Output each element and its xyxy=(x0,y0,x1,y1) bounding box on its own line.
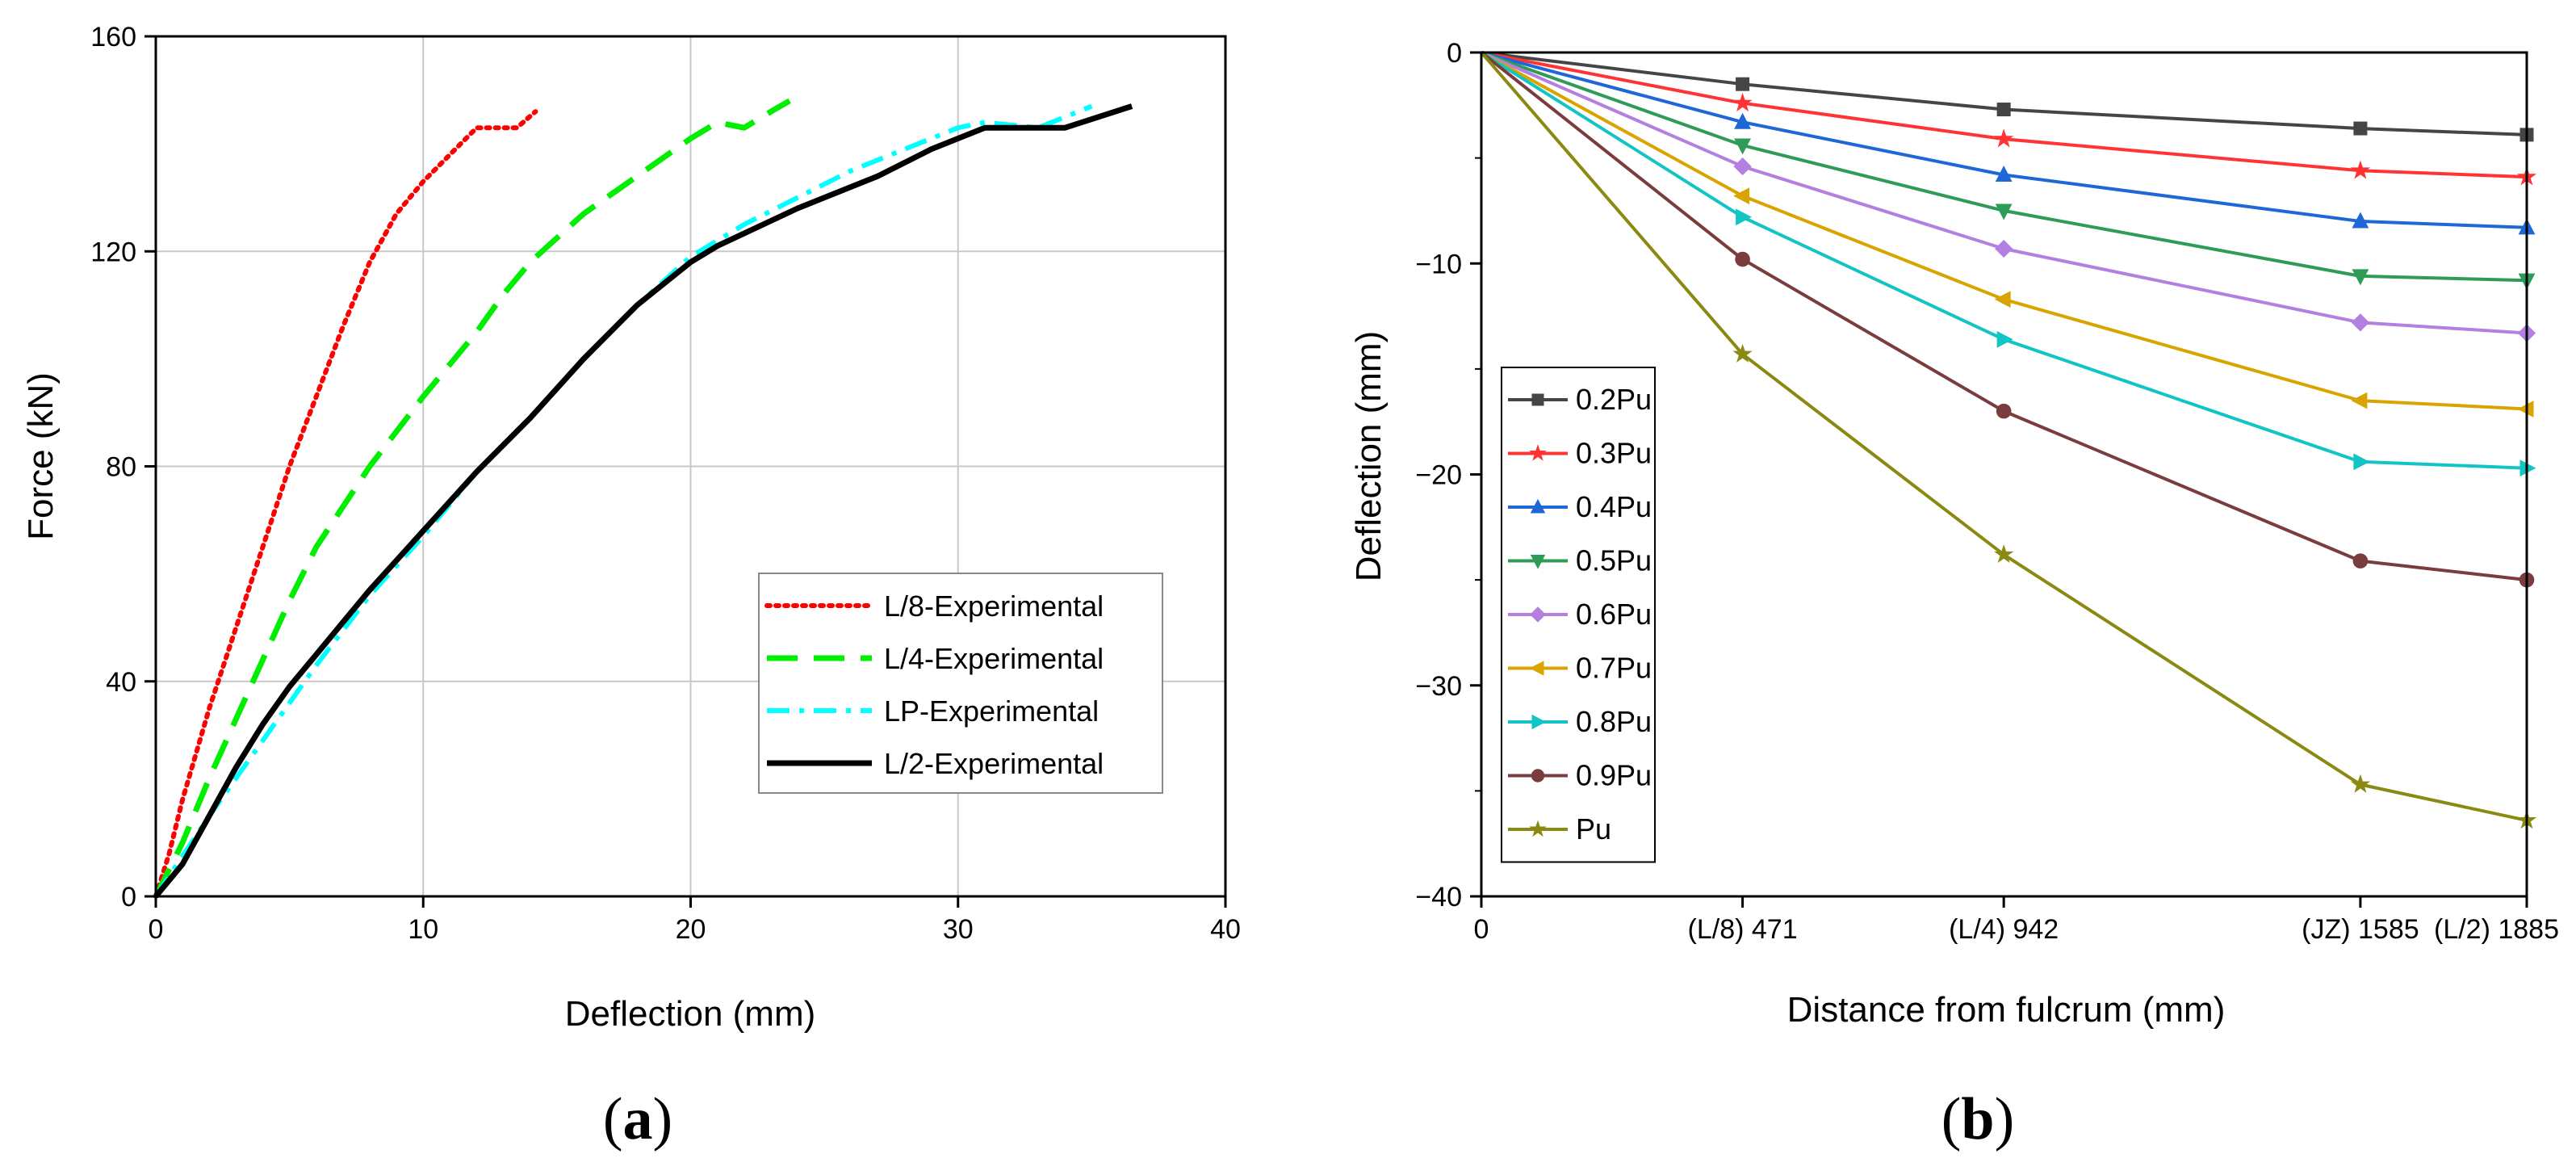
series-0-2pu xyxy=(1481,51,2534,142)
data-point xyxy=(1996,403,2012,419)
data-point xyxy=(1995,203,2013,220)
legend-a: L/8-Experimental L/4-Experimental LP-Exper… xyxy=(758,573,1163,794)
x-tick-label: 0 xyxy=(149,914,164,945)
chart-a: 0 10 20 30 40 0 40 80 120 160 Deflection (mm) For… xyxy=(21,22,1241,1152)
x-tick-label: (L/8) 471 xyxy=(1688,914,1798,945)
y-tick-label: −20 xyxy=(1415,460,1462,491)
data-point xyxy=(2353,453,2370,471)
y-tick-label: 160 xyxy=(90,22,136,52)
data-point xyxy=(2352,212,2369,229)
x-tick-label: 20 xyxy=(676,914,706,945)
x-tick-label: (L/2) 1885 xyxy=(2434,914,2559,945)
series-line-l-8-experimental xyxy=(153,109,538,899)
data-point xyxy=(1732,343,1753,363)
series-line-l-2-experimental xyxy=(153,103,1133,899)
data-point xyxy=(1994,544,2014,564)
data-point xyxy=(1733,157,1752,176)
y-tick-label: 120 xyxy=(90,237,136,267)
data-point xyxy=(1733,187,1750,205)
x-tick-label: 30 xyxy=(943,914,974,945)
legend-marker-0-2pu xyxy=(1531,393,1544,406)
legend-label-0-7pu: 0.7Pu xyxy=(1576,652,1652,685)
legend-label-lp-experimental: LP-Experimental xyxy=(884,694,1099,728)
legend-label-0-8pu: 0.8Pu xyxy=(1576,705,1652,738)
panel-label-a: (a) xyxy=(603,1086,672,1152)
axes-b: 0 (L/8) 471 (L/4) 942 (JZ) 1585 (L/2) 18850−… xyxy=(1415,38,2559,945)
data-point xyxy=(1994,128,2014,148)
x-tick-label: (JZ) 1585 xyxy=(2302,914,2419,945)
data-point xyxy=(1996,330,2013,348)
series-line-l-4-experimental xyxy=(153,98,791,898)
legend-marker-0-4pu xyxy=(1530,498,1546,514)
data-point xyxy=(1994,291,2011,308)
legend-label-0-9pu: 0.9Pu xyxy=(1576,759,1652,792)
data-point xyxy=(2350,774,2371,793)
y-tick-label: −40 xyxy=(1415,882,1462,913)
data-point xyxy=(1736,208,1753,226)
ylabel-b: Deflection (mm) xyxy=(1349,331,1389,582)
chart-b: 0 (L/8) 471 (L/4) 942 (JZ) 1585 (L/2) 18850−… xyxy=(1349,38,2559,1152)
legend-marker-0-5pu xyxy=(1530,555,1546,569)
axes-a: 0 10 20 30 40 0 40 80 120 160 xyxy=(90,22,1241,945)
data-point xyxy=(2351,392,2368,409)
data-point xyxy=(1734,138,1752,155)
data-point xyxy=(2351,313,2370,332)
x-tick-label: 40 xyxy=(1210,914,1241,945)
data-point xyxy=(1735,251,1750,267)
data-point xyxy=(2353,121,2368,136)
legend-label-0-6pu: 0.6Pu xyxy=(1576,598,1652,631)
data-point xyxy=(2352,553,2369,569)
y-tick-label: 80 xyxy=(106,452,136,483)
data-point xyxy=(1995,166,2013,183)
panel-label-b: (b) xyxy=(1941,1086,2014,1152)
data-point xyxy=(2352,269,2369,286)
y-tick-label: −30 xyxy=(1415,671,1462,702)
legend-marker-0-9pu xyxy=(1531,769,1545,782)
xlabel-a: Deflection (mm) xyxy=(565,994,816,1034)
data-point xyxy=(1996,103,2011,117)
data-point xyxy=(1995,239,2013,258)
x-tick-label: 0 xyxy=(1474,914,1489,945)
legend-marker-0-7pu xyxy=(1529,661,1544,676)
legend-b: 0.2Pu 0.3Pu 0.4Pu 0.5Pu 0.6Pu 0.7Pu 0.8Pu 0.9Pu… xyxy=(1501,367,1656,863)
data-point xyxy=(1734,112,1752,129)
data-point xyxy=(1732,92,1753,112)
y-tick-label: 40 xyxy=(106,667,136,698)
legend-marker-0-8pu xyxy=(1531,714,1547,730)
legend-marker-pu xyxy=(1529,820,1547,837)
y-tick-label: 0 xyxy=(121,882,136,913)
legend-box-a xyxy=(758,573,1163,794)
legend-label-0-3pu: 0.3Pu xyxy=(1576,437,1652,470)
legend-label-0-2pu: 0.2Pu xyxy=(1576,383,1652,416)
legend-marker-0-3pu xyxy=(1529,444,1547,461)
series-0-9pu xyxy=(1480,51,2535,588)
legend-marker-0-6pu xyxy=(1530,606,1546,623)
y-tick-label: 0 xyxy=(1447,38,1462,69)
legend-label-l-8-experimental: L/8-Experimental xyxy=(884,589,1104,623)
xlabel-b: Distance from fulcrum (mm) xyxy=(1787,990,2226,1030)
data-point xyxy=(1736,77,1750,91)
legend-label-0-4pu: 0.4Pu xyxy=(1576,490,1652,523)
data-point xyxy=(2350,160,2371,179)
legend-label-l-4-experimental: L/4-Experimental xyxy=(884,642,1104,675)
y-tick-label: −10 xyxy=(1415,249,1462,279)
ylabel-a: Force (kN) xyxy=(21,372,61,540)
legend-label-pu: Pu xyxy=(1576,812,1611,845)
x-tick-label: (L/4) 942 xyxy=(1949,914,2059,945)
legend-label-0-5pu: 0.5Pu xyxy=(1576,544,1652,577)
grid-a xyxy=(156,36,1225,896)
lines-b xyxy=(1480,51,2537,829)
x-tick-label: 10 xyxy=(408,914,438,945)
legend-label-l-2-experimental: L/2-Experimental xyxy=(884,747,1104,780)
lines-a xyxy=(153,98,1133,899)
